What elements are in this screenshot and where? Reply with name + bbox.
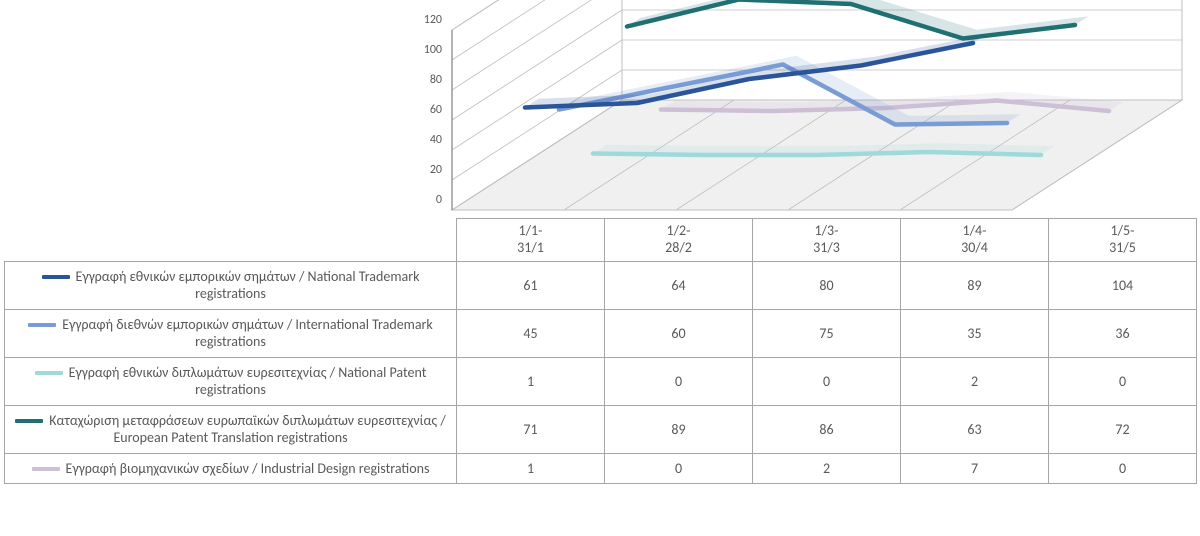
data-cell: 1 xyxy=(457,357,605,405)
row-header: Εγγραφή εθνικών εμπορικών σημάτων / Nati… xyxy=(5,261,457,309)
legend-swatch xyxy=(35,371,63,375)
data-cell: 0 xyxy=(605,357,753,405)
legend-swatch xyxy=(32,467,60,471)
row-header: Εγγραφή διεθνών εμπορικών σημάτων / Inte… xyxy=(5,309,457,357)
data-cell: 61 xyxy=(457,261,605,309)
table-row: Εγγραφή εθνικών εμπορικών σημάτων / Nati… xyxy=(5,261,1197,309)
data-cell: 0 xyxy=(605,453,753,484)
data-cell: 45 xyxy=(457,309,605,357)
legend-swatch xyxy=(15,419,43,423)
row-header: Καταχώριση μεταφράσεων ευρωπαϊκών διπλωμ… xyxy=(5,405,457,453)
row-label: Εγγραφή εθνικών διπλωμάτων ευρεσιτεχνίας… xyxy=(69,364,427,399)
chart-area: 0 20 40 60 80 100 120 xyxy=(410,10,1190,220)
table-corner-cell xyxy=(5,219,457,262)
data-cell: 35 xyxy=(901,309,1049,357)
data-cell: 7 xyxy=(901,453,1049,484)
table-row: Εγγραφή βιομηχανικών σχεδίων / Industria… xyxy=(5,453,1197,484)
y-axis: 020406080100120 xyxy=(410,10,448,200)
category-header: 1/5-31/5 xyxy=(1049,219,1197,262)
data-cell: 72 xyxy=(1049,405,1197,453)
row-label: Εγγραφή διεθνών εμπορικών σημάτων / Inte… xyxy=(62,316,433,351)
data-cell: 86 xyxy=(753,405,901,453)
data-table-body: 1/1-31/11/2-28/21/3-31/31/4-30/41/5-31/5… xyxy=(5,219,1197,484)
data-cell: 104 xyxy=(1049,261,1197,309)
data-cell: 80 xyxy=(753,261,901,309)
y-tick: 80 xyxy=(430,73,442,87)
table-row: Εγγραφή εθνικών διπλωμάτων ευρεσιτεχνίας… xyxy=(5,357,1197,405)
legend-swatch xyxy=(42,275,70,279)
table-row: Καταχώριση μεταφράσεων ευρωπαϊκών διπλωμ… xyxy=(5,405,1197,453)
row-header: Εγγραφή εθνικών διπλωμάτων ευρεσιτεχνίας… xyxy=(5,357,457,405)
data-cell: 0 xyxy=(1049,357,1197,405)
table-header-row: 1/1-31/11/2-28/21/3-31/31/4-30/41/5-31/5 xyxy=(5,219,1197,262)
row-header: Εγγραφή βιομηχανικών σχεδίων / Industria… xyxy=(5,453,457,484)
y-tick: 40 xyxy=(430,133,442,147)
data-cell: 1 xyxy=(457,453,605,484)
data-cell: 0 xyxy=(753,357,901,405)
row-label: Εγγραφή εθνικών εμπορικών σημάτων / Nati… xyxy=(76,268,420,303)
y-tick: 60 xyxy=(430,103,442,117)
y-tick: 0 xyxy=(436,193,442,207)
data-cell: 89 xyxy=(605,405,753,453)
data-cell: 71 xyxy=(457,405,605,453)
chart-svg xyxy=(452,20,1188,220)
data-table-wrap: 1/1-31/11/2-28/21/3-31/31/4-30/41/5-31/5… xyxy=(4,218,1196,484)
data-cell: 36 xyxy=(1049,309,1197,357)
row-label: Εγγραφή βιομηχανικών σχεδίων / Industria… xyxy=(66,460,430,477)
data-table: 1/1-31/11/2-28/21/3-31/31/4-30/41/5-31/5… xyxy=(4,218,1197,484)
category-header: 1/4-30/4 xyxy=(901,219,1049,262)
data-cell: 60 xyxy=(605,309,753,357)
data-cell: 89 xyxy=(901,261,1049,309)
table-row: Εγγραφή διεθνών εμπορικών σημάτων / Inte… xyxy=(5,309,1197,357)
data-cell: 63 xyxy=(901,405,1049,453)
category-header: 1/1-31/1 xyxy=(457,219,605,262)
row-label: Καταχώριση μεταφράσεων ευρωπαϊκών διπλωμ… xyxy=(49,412,445,447)
chart-container: 020406080100120 1/1-31/11/2-28/21/3-31/3… xyxy=(0,0,1200,536)
data-cell: 0 xyxy=(1049,453,1197,484)
category-header: 1/2-28/2 xyxy=(605,219,753,262)
data-cell: 2 xyxy=(753,453,901,484)
y-tick: 20 xyxy=(430,163,442,177)
data-cell: 75 xyxy=(753,309,901,357)
y-tick: 120 xyxy=(424,13,442,27)
legend-swatch xyxy=(28,323,56,327)
data-cell: 2 xyxy=(901,357,1049,405)
chart-plot xyxy=(452,20,1188,200)
data-cell: 64 xyxy=(605,261,753,309)
category-header: 1/3-31/3 xyxy=(753,219,901,262)
y-tick: 100 xyxy=(424,43,442,57)
